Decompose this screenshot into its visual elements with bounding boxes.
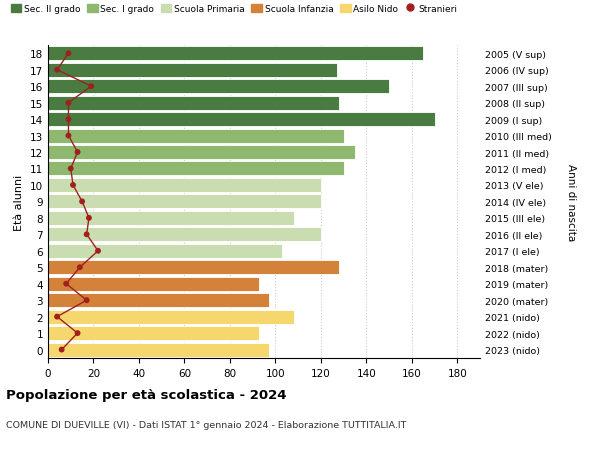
Point xyxy=(82,297,91,304)
Point xyxy=(82,231,91,239)
Bar xyxy=(48,63,337,78)
Point xyxy=(64,116,73,123)
Bar xyxy=(48,343,269,357)
Point xyxy=(93,247,103,255)
Point xyxy=(84,215,94,222)
Point xyxy=(77,198,87,206)
Bar xyxy=(48,179,321,192)
Bar xyxy=(48,129,344,143)
Point xyxy=(75,264,85,271)
Bar xyxy=(48,195,321,209)
Bar xyxy=(48,261,339,274)
Text: Popolazione per età scolastica - 2024: Popolazione per età scolastica - 2024 xyxy=(6,388,287,401)
Bar xyxy=(48,294,269,308)
Bar xyxy=(48,326,259,341)
Bar xyxy=(48,47,423,61)
Bar xyxy=(48,80,389,94)
Bar xyxy=(48,146,355,160)
Bar xyxy=(48,244,282,258)
Bar xyxy=(48,277,259,291)
Text: COMUNE DI DUEVILLE (VI) - Dati ISTAT 1° gennaio 2024 - Elaborazione TUTTITALIA.I: COMUNE DI DUEVILLE (VI) - Dati ISTAT 1° … xyxy=(6,420,406,429)
Point xyxy=(52,67,62,74)
Bar xyxy=(48,96,339,110)
Point xyxy=(64,50,73,58)
Legend: Sec. II grado, Sec. I grado, Scuola Primaria, Scuola Infanzia, Asilo Nido, Stran: Sec. II grado, Sec. I grado, Scuola Prim… xyxy=(11,5,457,14)
Point xyxy=(73,330,82,337)
Point xyxy=(57,346,67,353)
Point xyxy=(73,149,82,157)
Point xyxy=(68,182,78,189)
Point xyxy=(64,133,73,140)
Y-axis label: Età alunni: Età alunni xyxy=(14,174,25,230)
Y-axis label: Anni di nascita: Anni di nascita xyxy=(566,163,575,241)
Point xyxy=(52,313,62,321)
Point xyxy=(86,83,96,90)
Bar xyxy=(48,228,321,242)
Point xyxy=(66,165,76,173)
Bar xyxy=(48,113,434,127)
Bar xyxy=(48,162,344,176)
Bar xyxy=(48,310,293,324)
Bar xyxy=(48,212,293,225)
Point xyxy=(64,100,73,107)
Point xyxy=(61,280,71,288)
